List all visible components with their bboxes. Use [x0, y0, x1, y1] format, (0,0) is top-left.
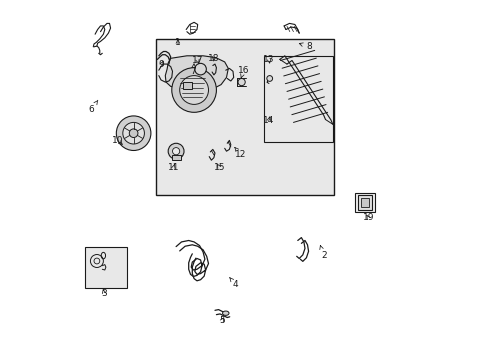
Text: 11: 11 — [167, 163, 179, 172]
Text: 2: 2 — [319, 246, 326, 260]
Ellipse shape — [222, 311, 228, 315]
Circle shape — [194, 63, 206, 75]
Circle shape — [238, 78, 244, 86]
Circle shape — [168, 143, 183, 159]
Bar — [357, 195, 371, 210]
Text: 13: 13 — [263, 55, 274, 64]
Bar — [360, 198, 368, 207]
Text: 5: 5 — [219, 316, 224, 325]
Text: 16: 16 — [238, 66, 249, 78]
Circle shape — [266, 76, 272, 81]
Text: 12: 12 — [234, 147, 246, 159]
Circle shape — [179, 76, 208, 104]
Text: 19: 19 — [362, 213, 373, 222]
Text: 8: 8 — [299, 42, 311, 51]
Text: 17: 17 — [192, 56, 203, 65]
Bar — [264, 56, 332, 142]
Bar — [355, 193, 374, 212]
Bar — [183, 82, 192, 89]
Circle shape — [129, 129, 138, 138]
Polygon shape — [165, 56, 228, 91]
Text: 15: 15 — [213, 163, 224, 172]
Text: 3: 3 — [101, 289, 107, 298]
Circle shape — [122, 122, 144, 144]
Text: 1: 1 — [175, 38, 181, 47]
Text: 6: 6 — [88, 100, 98, 114]
Circle shape — [171, 68, 216, 112]
Text: 18: 18 — [208, 54, 219, 63]
Circle shape — [172, 148, 179, 155]
Bar — [85, 247, 126, 288]
Text: 14: 14 — [263, 116, 274, 125]
Text: 4: 4 — [229, 278, 238, 289]
Circle shape — [116, 116, 151, 150]
Bar — [156, 39, 334, 195]
Bar — [171, 155, 181, 160]
Text: 7: 7 — [190, 64, 196, 77]
Text: 10: 10 — [112, 136, 123, 145]
Text: 9: 9 — [159, 59, 164, 68]
